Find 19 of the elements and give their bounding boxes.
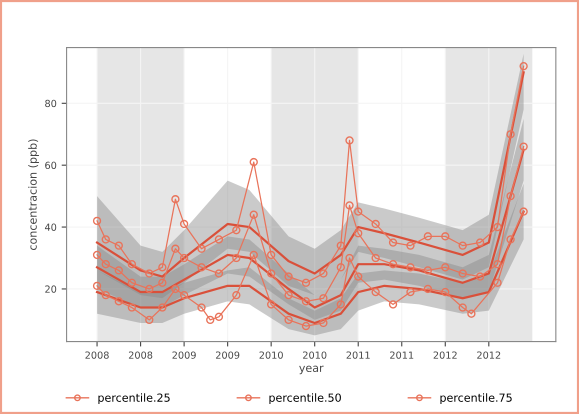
y-axis-title: concentracion (ppb) — [28, 140, 39, 250]
y-tick-label: 40 — [44, 224, 56, 231]
x-tick-label: 2010 — [303, 351, 326, 359]
x-tick-label: 2010 — [260, 351, 283, 359]
x-tick-label: 2011 — [346, 351, 370, 359]
legend-label: percentile.75 — [440, 393, 512, 404]
x-axis-title: year — [299, 366, 324, 374]
x-tick-label: 2008 — [85, 351, 109, 359]
x-tick-label: 2008 — [128, 351, 152, 359]
y-tick-label: 20 — [45, 285, 56, 293]
y-tick-label: 80 — [45, 100, 56, 108]
legend-label: percentile.50 — [269, 393, 341, 404]
x-tick-label: 2011 — [390, 351, 414, 359]
x-tick-label: 2009 — [216, 351, 240, 359]
x-tick-label: 2012 — [434, 351, 457, 359]
x-tick-label: 2009 — [172, 351, 196, 359]
y-tick-label: 60 — [45, 162, 56, 170]
legend-label: percentile.25 — [98, 393, 170, 404]
x-tick-label: 2012 — [477, 351, 500, 359]
